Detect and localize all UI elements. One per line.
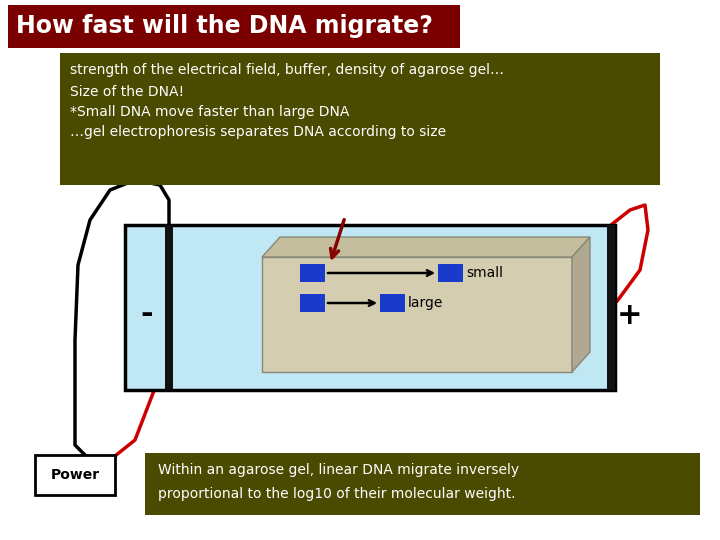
- Bar: [145, 453, 700, 515]
- Bar: [262, 257, 572, 372]
- Text: +: +: [617, 300, 643, 329]
- Text: large: large: [408, 296, 444, 310]
- Text: *Small DNA move faster than large DNA: *Small DNA move faster than large DNA: [70, 105, 349, 119]
- Text: …gel electrophoresis separates DNA according to size: …gel electrophoresis separates DNA accor…: [70, 125, 446, 139]
- Text: Power: Power: [50, 468, 99, 482]
- Polygon shape: [262, 237, 590, 257]
- Text: Size of the DNA!: Size of the DNA!: [70, 85, 184, 99]
- Polygon shape: [572, 237, 590, 372]
- Bar: [300, 264, 325, 282]
- Bar: [300, 294, 325, 312]
- Bar: [125, 225, 615, 390]
- Bar: [8, 5, 460, 48]
- Text: small: small: [466, 266, 503, 280]
- Text: proportional to the log10 of their molecular weight.: proportional to the log10 of their molec…: [158, 487, 516, 501]
- Bar: [607, 225, 615, 390]
- Text: strength of the electrical field, buffer, density of agarose gel…: strength of the electrical field, buffer…: [70, 63, 504, 77]
- Bar: [438, 264, 463, 282]
- Text: -: -: [140, 300, 153, 329]
- Bar: [60, 53, 660, 185]
- Bar: [35, 455, 115, 495]
- Bar: [380, 294, 405, 312]
- Bar: [165, 225, 173, 390]
- Text: How fast will the DNA migrate?: How fast will the DNA migrate?: [16, 14, 433, 38]
- Text: Within an agarose gel, linear DNA migrate inversely: Within an agarose gel, linear DNA migrat…: [158, 463, 519, 477]
